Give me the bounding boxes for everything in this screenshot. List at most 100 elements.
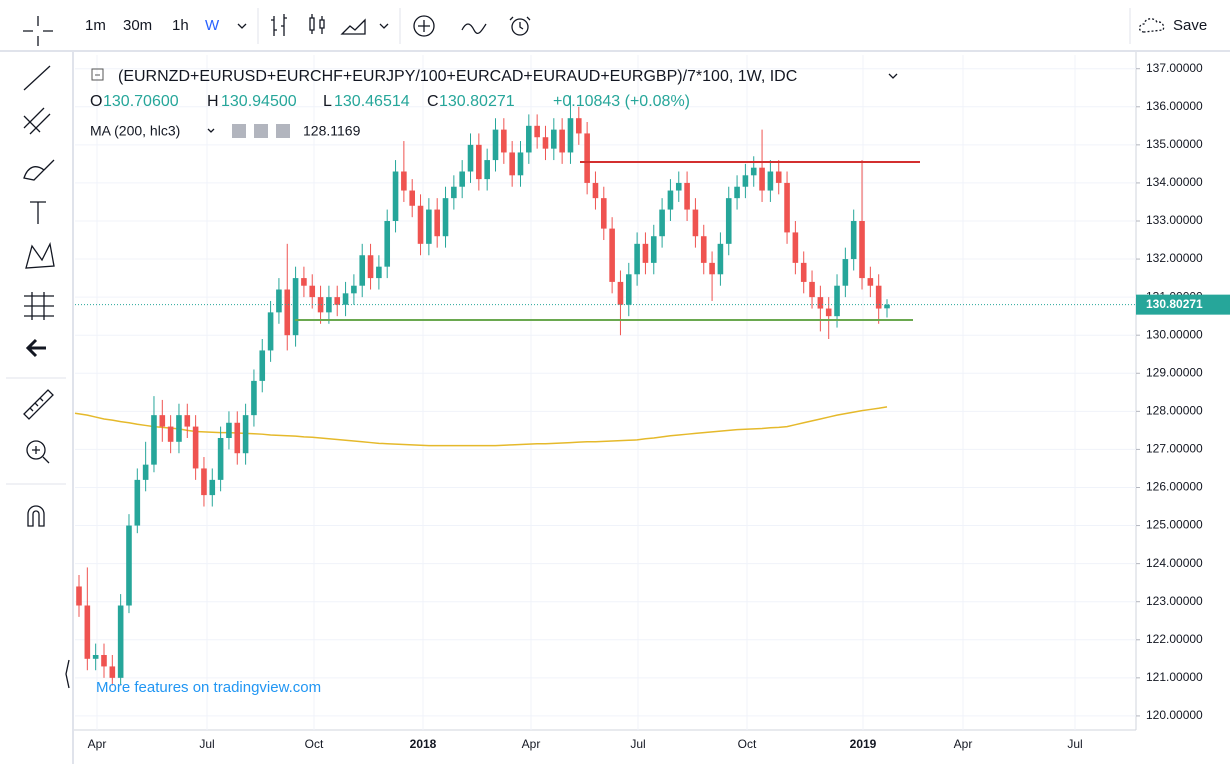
candle-body [825, 308, 832, 317]
candle-body [850, 220, 857, 260]
candle-body [567, 118, 574, 153]
interval-1m[interactable]: 1m [85, 17, 106, 34]
candle-body [742, 175, 749, 187]
candle-body [251, 380, 257, 416]
candles-icon[interactable] [309, 14, 325, 34]
brush-tool[interactable] [23, 159, 55, 181]
candle-body [334, 297, 341, 305]
ma-dropdown[interactable] [207, 128, 215, 133]
y-tick-label: 127.00000 [1146, 442, 1203, 456]
candle-body [817, 297, 824, 309]
candle-body [159, 415, 166, 427]
candle-body [142, 464, 149, 480]
candle-body [867, 278, 874, 286]
back-arrow[interactable] [25, 338, 46, 358]
candle-body [767, 171, 774, 191]
close-value: 130.80271 [439, 93, 515, 110]
x-tick-label: Oct [738, 737, 757, 751]
collapse-handle[interactable] [65, 659, 70, 689]
candle-body [667, 190, 674, 210]
candle-body [551, 129, 557, 149]
interval-1h[interactable]: 1h [172, 17, 189, 34]
bars-icon[interactable] [271, 14, 287, 36]
y-tick-label: 129.00000 [1146, 365, 1203, 379]
close-letter: C [427, 93, 439, 110]
y-tick-label: 136.00000 [1146, 99, 1203, 113]
candle-body [509, 152, 515, 176]
y-tick-label: 125.00000 [1146, 518, 1203, 532]
candle-body [775, 171, 782, 183]
candle-body [417, 205, 424, 244]
candle-body [176, 415, 182, 442]
candle-body [109, 666, 116, 678]
indicators-icon[interactable] [413, 15, 435, 37]
candle-body [267, 312, 274, 351]
ma-remove[interactable] [276, 124, 290, 138]
interval-dropdown[interactable] [237, 23, 247, 29]
y-tick-label: 121.00000 [1146, 670, 1203, 684]
candle-body [192, 426, 199, 469]
indicators-plus [418, 20, 430, 32]
top-toolbar [0, 0, 1230, 50]
candle-body [584, 133, 590, 183]
compare-icon[interactable] [461, 23, 487, 34]
fib-tool[interactable] [23, 107, 51, 135]
text-tool[interactable] [30, 201, 46, 224]
high-value: 130.94500 [221, 93, 297, 110]
candle-body [426, 209, 432, 244]
candle-body [501, 129, 507, 153]
y-tick-label: 120.00000 [1146, 708, 1203, 722]
save-icon[interactable] [1138, 18, 1165, 33]
alert-icon[interactable] [511, 18, 529, 36]
magnet-tool[interactable] [27, 505, 45, 527]
x-tick-label: Apr [522, 737, 541, 751]
ma-settings[interactable] [254, 124, 268, 138]
candle-body [517, 152, 524, 176]
pattern-tool[interactable] [25, 241, 55, 269]
trend-line-tool[interactable] [23, 65, 51, 91]
candle-body [259, 350, 266, 381]
candle-body [234, 422, 241, 454]
prediction-tool[interactable] [24, 292, 54, 320]
ma-hide[interactable] [232, 124, 246, 138]
chart-panel [74, 52, 1230, 764]
interval-30m[interactable]: 30m [123, 17, 152, 34]
open-letter: O [90, 93, 102, 110]
plot: 120.00000 121.00000 122.00000 123.00000 124.… [74, 55, 1230, 751]
area-icon[interactable] [340, 18, 366, 35]
interval-w[interactable]: W [205, 17, 220, 34]
candle-body [884, 304, 890, 309]
candle-body [317, 297, 324, 313]
candle-body [184, 415, 191, 427]
chart-type-dropdown[interactable] [379, 23, 389, 29]
candle-body [842, 259, 849, 286]
x-tick-label: Jul [1067, 737, 1082, 751]
y-tick-label: 133.00000 [1146, 213, 1203, 227]
candle-body [709, 262, 715, 275]
ruler-tool[interactable] [23, 389, 54, 420]
candle-body [634, 243, 640, 275]
y-tick-label: 135.00000 [1146, 137, 1203, 151]
candle-body [459, 171, 465, 187]
low-value: 130.46514 [334, 93, 410, 110]
candle-body [117, 605, 124, 678]
zoom-plus [32, 446, 50, 464]
symbol-dropdown[interactable] [888, 73, 898, 79]
candle-body [392, 171, 399, 221]
candle-body [617, 281, 624, 305]
candle-body [217, 437, 224, 480]
watermark-link[interactable]: More features on tradingview.com [96, 679, 321, 696]
ma-value: 128.1169 [303, 123, 361, 139]
save-button[interactable]: Save [1173, 17, 1207, 34]
candle-body [442, 198, 449, 237]
collapse-legend[interactable] [91, 68, 104, 81]
crosshair-icon[interactable] [23, 16, 53, 46]
candle-body [650, 236, 657, 263]
candle-body [692, 209, 699, 237]
candle-body [784, 182, 790, 233]
zoom-tool[interactable] [26, 440, 46, 460]
candle-body [809, 281, 815, 298]
candle-body [642, 243, 649, 263]
